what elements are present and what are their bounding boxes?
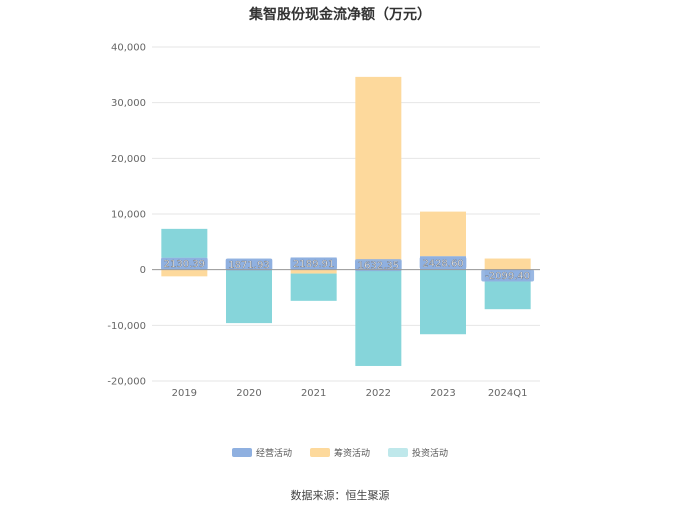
- bar-筹资活动-2024Q1[interactable]: [484, 258, 531, 270]
- bar-投资活动-2021[interactable]: [290, 273, 337, 301]
- bar-筹资活动-2021[interactable]: [290, 269, 337, 274]
- legend-item-financing[interactable]: 筹资活动: [309, 446, 370, 459]
- x-tick-label: 2023: [430, 388, 455, 399]
- data-label-bg: [290, 257, 338, 270]
- bar-筹资活动-2023[interactable]: [420, 211, 466, 257]
- x-tick-label: 2020: [236, 388, 261, 399]
- legend-item-investing[interactable]: 投资活动: [388, 446, 448, 459]
- x-tick-label: 2019: [172, 388, 197, 399]
- data-label-bg: [419, 256, 467, 269]
- legend-swatch-financing: [309, 448, 330, 457]
- bar-投资活动-2019[interactable]: [161, 228, 208, 258]
- y-tick-label: 10,000: [111, 210, 146, 221]
- legend-item-operating[interactable]: 经营活动: [231, 446, 292, 459]
- x-tick-label: 2024Q1: [488, 388, 528, 399]
- data-label-bg: [354, 259, 402, 272]
- legend-label-investing: 投资活动: [412, 449, 449, 459]
- chart-title: 集智股份现金流净额（万元）: [249, 7, 431, 23]
- y-tick-label: 20,000: [111, 154, 146, 165]
- chart-legend: 经营活动 筹资活动 投资活动: [0, 446, 680, 459]
- bar-投资活动-2022[interactable]: [355, 269, 402, 366]
- data-label: 1632.35: [358, 261, 399, 272]
- bar-投资活动-2023[interactable]: [420, 269, 466, 335]
- y-tick-label: -10,000: [107, 321, 146, 332]
- legend-label-operating: 经营活动: [255, 449, 292, 459]
- data-label: -2099.40: [485, 271, 530, 282]
- y-tick-label: 0: [140, 265, 146, 276]
- y-tick-label: -20,000: [107, 377, 146, 388]
- bar-投资活动-2020[interactable]: [226, 269, 272, 324]
- data-label-bg: [481, 269, 535, 282]
- bar-筹资活动-2019[interactable]: [161, 269, 208, 277]
- data-label-bg: [225, 258, 273, 271]
- y-tick-label: 30,000: [111, 98, 146, 109]
- data-label: 2130.39: [164, 259, 205, 270]
- data-source-note: 数据来源：恒生聚源: [290, 489, 390, 502]
- data-label: 2428.60: [422, 258, 463, 269]
- legend-swatch-investing: [388, 448, 408, 457]
- legend-swatch-operating: [231, 448, 252, 457]
- data-label: 2189.91: [293, 259, 334, 270]
- chart-plot: 2130.39 1871.93 2189.91 1632.35 2428.60 -2099…: [107, 43, 540, 399]
- data-label-bg: [160, 257, 208, 270]
- bar-筹资活动-2022[interactable]: [355, 76, 402, 261]
- x-tick-label: 2021: [301, 388, 326, 399]
- y-tick-label: 40,000: [111, 43, 146, 54]
- x-tick-label: 2022: [366, 388, 391, 399]
- data-label: 1871.93: [228, 260, 269, 271]
- bar-投资活动-2024Q1[interactable]: [484, 281, 531, 310]
- legend-label-financing: 筹资活动: [333, 449, 370, 459]
